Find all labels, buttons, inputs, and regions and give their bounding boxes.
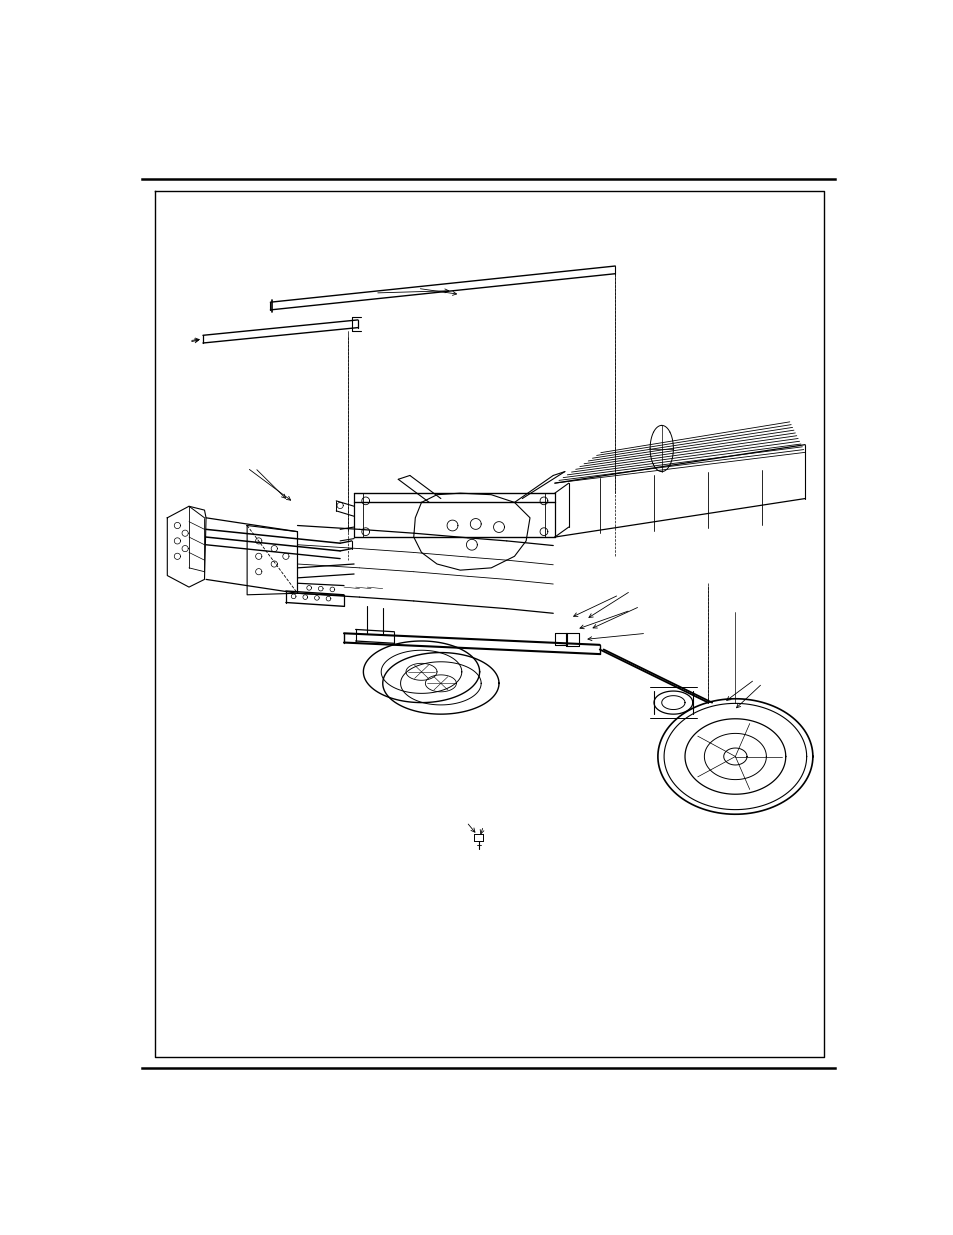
Polygon shape [247,526,297,595]
